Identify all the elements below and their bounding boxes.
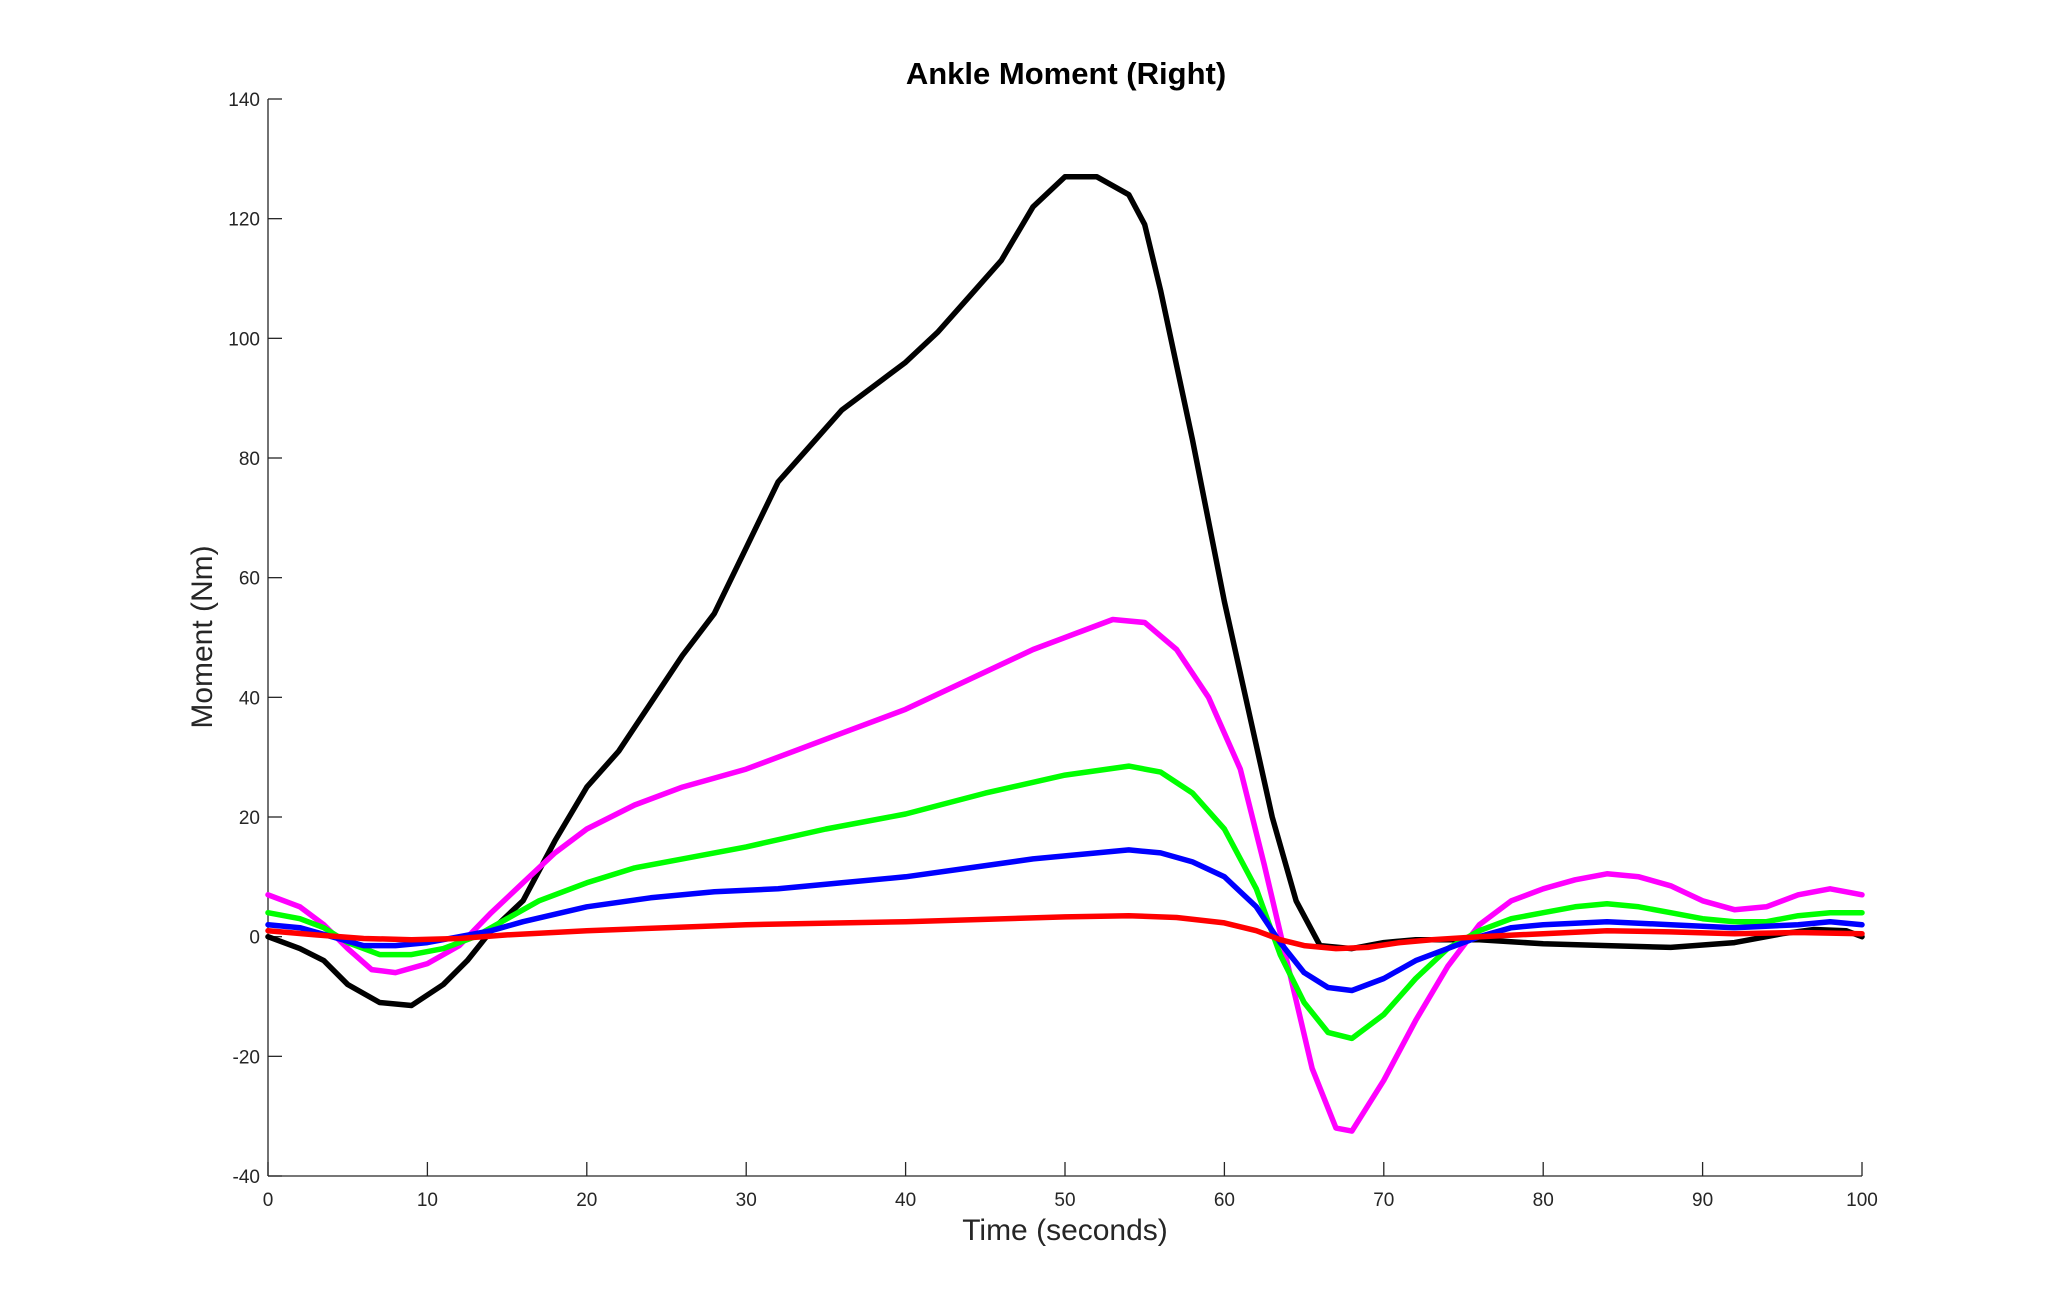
x-tick-label: 30 [736, 1190, 757, 1211]
series-line-5 [265, 912, 1865, 952]
x-tick-label: 80 [1533, 1190, 1554, 1211]
x-tick-label: 70 [1373, 1190, 1394, 1211]
y-tick-label: 20 [239, 808, 260, 829]
x-axis-label: Time (seconds) [962, 1214, 1168, 1247]
x-tick-label: 90 [1692, 1190, 1713, 1211]
axis-ticks: 0 10 20 30 40 50 60 70 80 90 100 -40 -20 0 20 40 60 80 100… [228, 90, 1878, 1211]
y-tick-label: -20 [233, 1047, 260, 1068]
x-tick-label: 60 [1214, 1190, 1235, 1211]
y-tick-label: 0 [249, 928, 260, 949]
series-line-4 [265, 847, 1865, 994]
series-line-2 [265, 616, 1865, 1134]
chart-title: Ankle Moment (Right) [906, 56, 1226, 91]
y-axis-label: Moment (Nm) [186, 545, 219, 728]
y-tick-label: 40 [239, 688, 260, 709]
y-tick-label: 100 [228, 329, 260, 350]
y-tick-label: 120 [228, 210, 260, 231]
series-line-1 [265, 174, 1865, 1009]
y-tick-label: 140 [228, 90, 260, 111]
plot-area: 0 10 20 30 40 50 60 70 80 90 100 -40 -20 0 20 40 60 80 100… [228, 90, 1878, 1211]
series-group [265, 174, 1865, 1134]
x-tick-label: 40 [895, 1190, 916, 1211]
x-tick-label: 0 [263, 1190, 274, 1211]
x-tick-label: 10 [417, 1190, 438, 1211]
x-tick-label: 50 [1054, 1190, 1075, 1211]
x-tick-label: 100 [1846, 1190, 1878, 1211]
x-tick-label: 20 [576, 1190, 597, 1211]
y-tick-label: 80 [239, 449, 260, 470]
series-line-3 [265, 763, 1865, 1042]
y-tick-label: 60 [239, 569, 260, 590]
y-tick-label: -40 [233, 1167, 260, 1188]
